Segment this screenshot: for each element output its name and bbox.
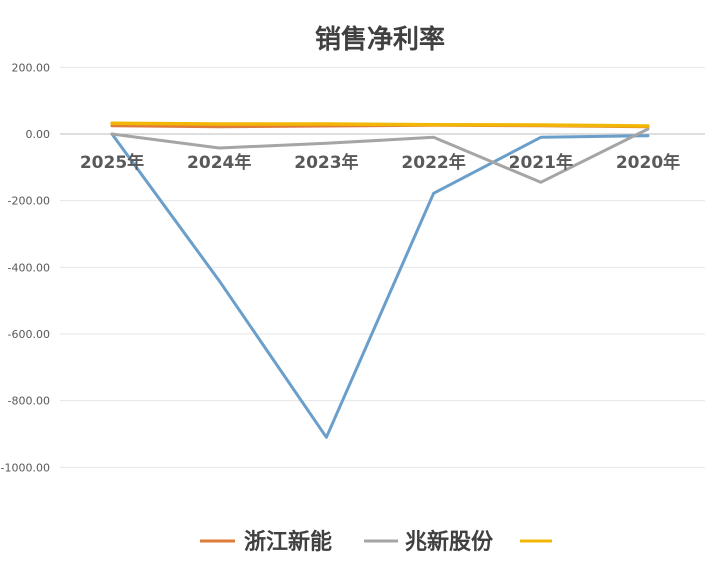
x-tick-label: 2022年 (401, 152, 465, 173)
x-tick-label: 2023年 (294, 152, 358, 173)
y-tick-label: -200.00 (8, 195, 50, 208)
legend: 浙江新能 兆新股份 (200, 529, 552, 555)
grid (60, 66, 705, 468)
legend-label-zhejiang: 浙江新能 (244, 529, 332, 555)
y-tick-label: -1000.00 (1, 461, 50, 474)
y-tick-label: -600.00 (8, 328, 50, 341)
legend-label-zhaoxin: 兆新股份 (405, 529, 494, 555)
chart-title: 销售净利率 (315, 24, 445, 55)
x-tick-label: 2021年 (509, 152, 573, 173)
y-tick-label: 200.00 (12, 61, 51, 74)
series-line-3 (110, 121, 650, 128)
series-line-0 (110, 132, 650, 439)
series-line-2 (110, 127, 650, 184)
series-lines (110, 121, 650, 439)
x-tick-label: 2024年 (187, 152, 251, 173)
y-axis-ticks: 200.00 0.00 -200.00 -400.00 -600.00 -800.00 -1… (1, 61, 50, 474)
y-tick-label: 0.00 (26, 128, 51, 141)
x-tick-label: 2025年 (80, 152, 144, 173)
x-tick-label: 2020年 (616, 152, 680, 173)
x-axis-ticks: 2025年 2024年 2023年 2022年 2021年 2020年 (80, 152, 680, 173)
y-tick-label: -800.00 (8, 395, 50, 408)
y-tick-label: -400.00 (8, 261, 50, 274)
